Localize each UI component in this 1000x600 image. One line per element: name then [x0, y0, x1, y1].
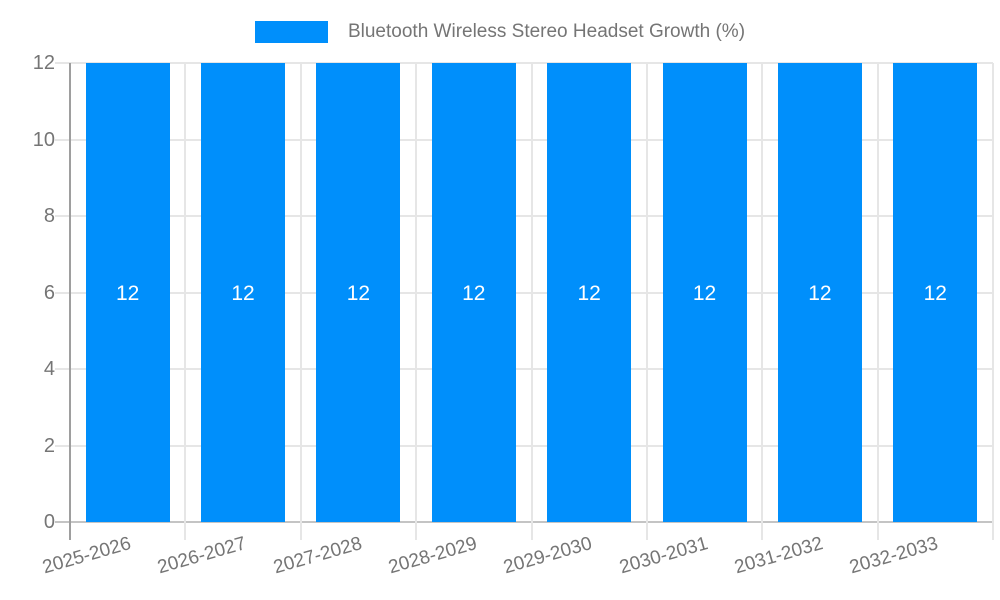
bar-value-label: 12: [692, 281, 717, 305]
bar-value-label: 12: [577, 281, 601, 305]
x-axis-baseline: [55, 521, 993, 523]
bar[interactable]: [85, 63, 170, 522]
bar[interactable]: [662, 63, 747, 522]
y-axis-tick-label: 4: [43, 358, 55, 380]
y-axis-tick-label: 0: [43, 511, 55, 533]
bar-value-label: 12: [808, 281, 832, 305]
x-axis-category-label: 2025-2026: [40, 533, 134, 579]
category-gridline: [530, 63, 533, 540]
y-axis-tick-label: 6: [43, 281, 55, 304]
bar-value-label: 12: [231, 281, 255, 305]
category-gridline: [876, 63, 879, 540]
y-axis-tick-label: 8: [43, 205, 55, 227]
bar-value-label: 12: [346, 281, 371, 305]
x-axis-category-label: 2031-2032: [732, 533, 826, 579]
x-axis-category-label: 2030-2031: [616, 533, 711, 579]
category-gridline: [184, 63, 187, 540]
bar[interactable]: [201, 63, 286, 522]
category-gridline: [645, 63, 648, 540]
bar-value-label: 12: [923, 281, 947, 305]
x-axis-category-label: 2027-2028: [270, 533, 364, 579]
gridline-horizontal: [55, 444, 993, 447]
bar[interactable]: [431, 63, 516, 522]
gridline-horizontal: [55, 138, 993, 141]
legend: Bluetooth Wireless Stereo Headset Growth…: [0, 21, 1000, 43]
gridline-horizontal: [55, 62, 993, 64]
y-axis-line: [69, 63, 71, 540]
x-axis-category-label: 2029-2030: [501, 533, 595, 579]
gridline-horizontal: [55, 291, 993, 294]
category-gridline: [299, 63, 302, 540]
y-axis-tick-label: 2: [43, 434, 55, 457]
bar[interactable]: [777, 63, 862, 522]
category-gridline: [992, 63, 994, 540]
bar[interactable]: [893, 63, 978, 522]
x-axis-category-label: 2028-2029: [386, 533, 480, 579]
gridline-horizontal: [55, 215, 993, 217]
bar[interactable]: [316, 63, 401, 522]
y-axis-tick-label: 12: [32, 52, 55, 74]
y-axis-tick-label: 10: [32, 128, 55, 151]
category-gridline: [761, 63, 764, 540]
bar-value-label: 12: [462, 281, 486, 305]
legend-label: Bluetooth Wireless Stereo Headset Growth…: [347, 21, 746, 42]
x-axis-category-label: 2032-2033: [847, 533, 941, 579]
bar[interactable]: [547, 63, 632, 522]
gridline-horizontal: [55, 368, 993, 370]
legend-swatch[interactable]: [254, 21, 328, 43]
x-axis-category-label: 2026-2027: [155, 533, 249, 579]
category-gridline: [415, 63, 418, 540]
bar-value-label: 12: [116, 281, 140, 305]
